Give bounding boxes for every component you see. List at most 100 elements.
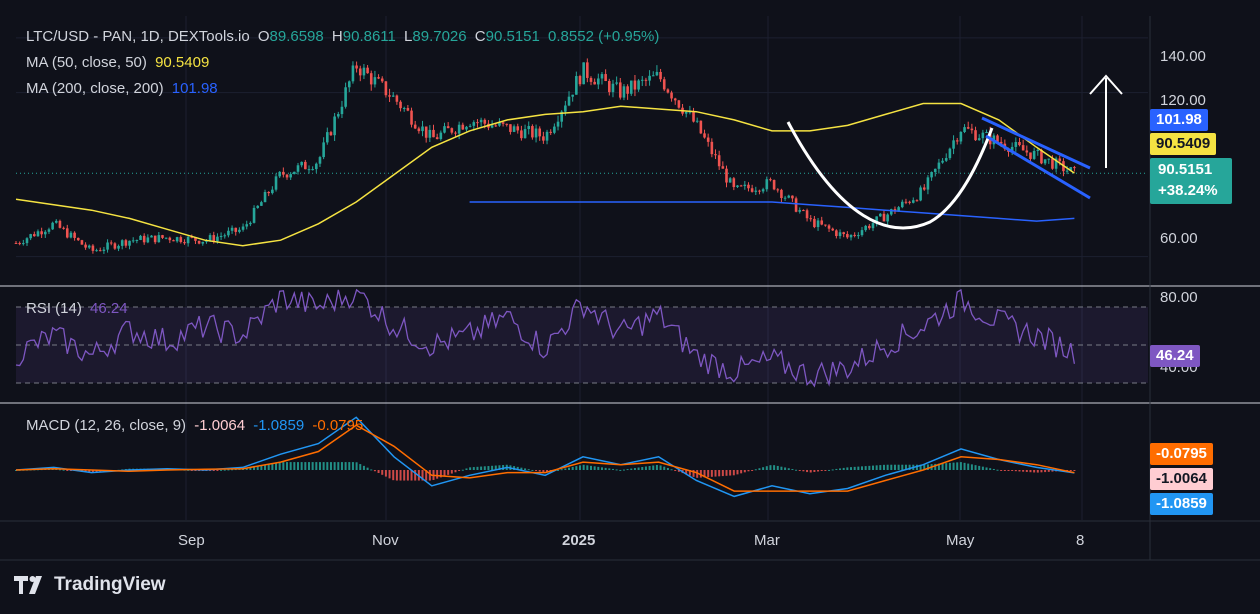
candle-body	[728, 178, 732, 183]
macd-histogram-bar	[1040, 470, 1043, 473]
candle-body	[1014, 142, 1018, 147]
candle-body	[201, 241, 205, 244]
candle-body	[347, 81, 351, 88]
macd-histogram-bar	[1025, 470, 1028, 472]
macd-histogram-bar	[1069, 470, 1072, 471]
macd-histogram-bar	[293, 462, 296, 470]
candle-body	[344, 87, 347, 107]
candle-body	[95, 250, 98, 252]
candle-body	[1010, 146, 1014, 152]
candle-body	[351, 65, 355, 82]
macd-histogram-bar	[392, 470, 395, 481]
macd-histogram-bar	[718, 470, 721, 477]
macd-histogram-bar	[652, 465, 655, 470]
candle-body	[139, 235, 142, 240]
macd-histogram-bar	[674, 470, 677, 471]
macd-histogram-bar	[696, 470, 699, 478]
macd-histogram-bar	[571, 466, 574, 470]
close-price-tag-change: +38.24%	[1158, 182, 1218, 199]
macd-histogram-bar	[344, 462, 347, 470]
pane-dividers[interactable]	[0, 16, 1260, 561]
macd-histogram-bar	[886, 464, 889, 470]
candle-body	[278, 171, 281, 177]
candle-body	[673, 98, 677, 101]
macd-histogram-bar	[318, 462, 321, 470]
macd-histogram-bar	[839, 468, 842, 470]
candle-body	[358, 68, 362, 76]
candle-body	[289, 174, 292, 178]
macd-histogram-bar	[1033, 470, 1036, 473]
macd-histogram-bar	[820, 470, 823, 471]
macd-histogram-bar	[421, 470, 424, 481]
candle-body	[725, 168, 728, 183]
macd-histogram-bar	[670, 469, 673, 471]
macd-histogram-bar	[725, 470, 728, 476]
macd-histogram-bar	[773, 465, 776, 470]
candle-body	[428, 129, 432, 138]
macd-histogram-bar	[637, 467, 640, 470]
candle-body	[882, 213, 886, 222]
candle-body	[761, 189, 765, 192]
macd-histogram-bar	[333, 462, 336, 470]
candle-body	[981, 132, 985, 139]
macd-histogram-bar	[491, 465, 494, 470]
candle-body	[904, 201, 908, 203]
candle-body	[1036, 149, 1040, 151]
macd-histogram-bar	[337, 462, 340, 470]
candle-body	[157, 235, 161, 243]
grid	[16, 16, 1148, 520]
candle-body	[256, 205, 260, 208]
candle-body	[637, 80, 640, 90]
macd-histogram-bar	[538, 470, 541, 472]
candle-body	[805, 210, 809, 219]
tradingview-logo[interactable]: TradingView	[14, 574, 166, 596]
candle-body	[944, 158, 948, 161]
macd-histogram-bar	[633, 468, 636, 470]
macd-histogram-bar	[425, 470, 428, 481]
candle-body	[410, 110, 413, 125]
candle-body	[113, 243, 117, 249]
macd-line-tag: -1.0064	[1150, 468, 1213, 490]
macd-histogram-bar	[758, 468, 761, 470]
candle-body	[838, 232, 842, 237]
macd-histogram-bar	[714, 470, 717, 477]
macd-histogram-bar	[1018, 470, 1021, 472]
candle-body	[186, 236, 190, 244]
candle-body	[1058, 158, 1062, 162]
macd-histogram-bar	[209, 470, 212, 471]
macd-histogram-bar	[806, 470, 809, 473]
candle-body	[483, 119, 487, 124]
macd-histogram-bar	[875, 465, 878, 470]
macd-histogram-bar	[483, 466, 486, 470]
moving-averages	[15, 102, 1075, 247]
candle-body	[355, 65, 358, 69]
candle-body	[120, 240, 124, 246]
macd-histogram-bar	[234, 469, 237, 471]
candle-body	[721, 166, 725, 169]
macd-histogram-bar	[414, 470, 417, 481]
candle-body	[593, 81, 596, 85]
candle-body	[58, 220, 62, 228]
macd-histogram-bar	[666, 467, 669, 470]
candle-body	[783, 197, 787, 199]
macd-histogram-bar	[655, 464, 658, 470]
candle-body	[608, 80, 611, 93]
candle-body	[802, 210, 805, 212]
macd-histogram-bar	[256, 466, 259, 470]
macd-histogram-bar	[88, 470, 91, 473]
macd-histogram-bar	[707, 470, 710, 478]
candle-body	[384, 81, 388, 96]
candle-body	[128, 240, 131, 246]
candle-body	[230, 227, 234, 231]
candle-body	[915, 200, 919, 202]
macd-histogram-bar	[1014, 470, 1017, 472]
candle-body	[963, 127, 966, 132]
rsi-legend: RSI (14) 46.24	[26, 300, 132, 317]
breakout-arrow-head	[1089, 74, 1123, 95]
candle-body	[1025, 150, 1029, 153]
macd-histogram-bar	[557, 469, 560, 471]
candle-body	[98, 250, 102, 252]
candle-body	[179, 237, 183, 243]
candle-body	[534, 128, 538, 138]
